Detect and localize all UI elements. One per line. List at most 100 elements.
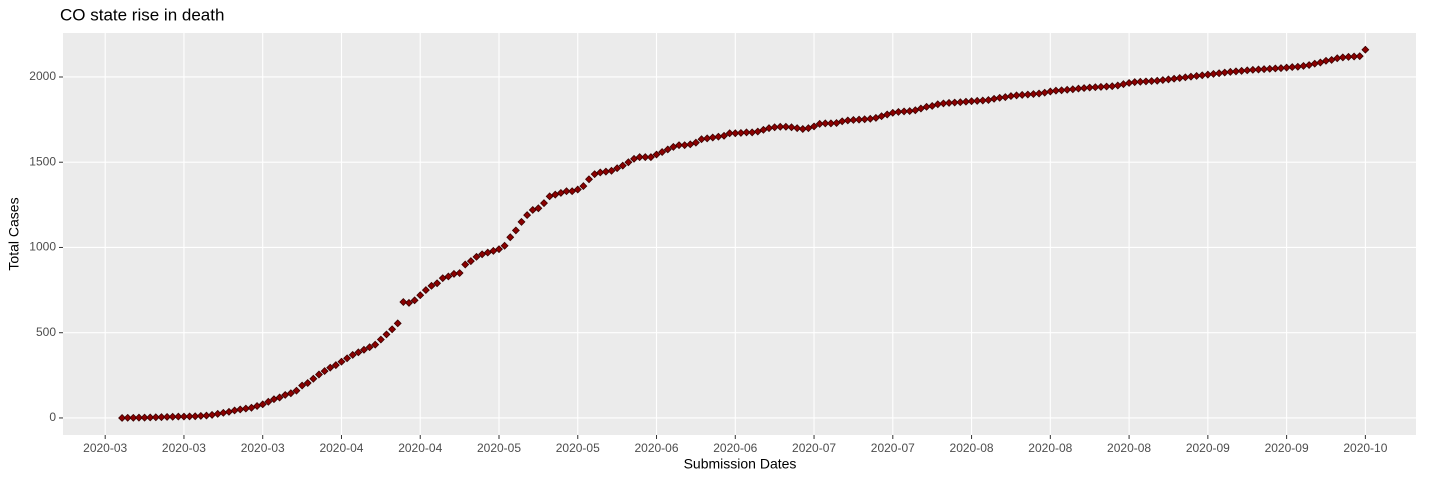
point xyxy=(410,296,419,305)
point xyxy=(382,330,391,339)
point xyxy=(315,370,323,379)
x-tick-label: 2020-07 xyxy=(871,441,915,455)
point xyxy=(1051,86,1060,95)
point xyxy=(1344,52,1353,61)
x-tick-label: 2020-06 xyxy=(713,441,757,455)
point xyxy=(1355,52,1364,61)
point xyxy=(1361,45,1370,54)
point xyxy=(444,272,453,281)
point xyxy=(348,350,357,359)
point xyxy=(343,354,352,363)
x-tick-label: 2020-07 xyxy=(792,441,836,455)
point xyxy=(1237,66,1246,75)
point xyxy=(736,128,745,137)
point xyxy=(472,252,481,261)
y-tick-label: 1500 xyxy=(29,154,56,168)
x-tick-label: 2020-05 xyxy=(556,441,600,455)
point xyxy=(821,119,830,128)
point xyxy=(466,257,475,266)
point xyxy=(618,161,627,170)
point xyxy=(742,128,751,137)
point xyxy=(376,335,385,344)
point xyxy=(140,413,149,422)
point xyxy=(675,141,683,150)
panel xyxy=(63,33,1416,435)
point xyxy=(500,241,509,250)
point xyxy=(1141,77,1150,86)
point xyxy=(1018,90,1027,99)
point xyxy=(826,119,835,128)
point xyxy=(1277,64,1285,73)
point xyxy=(151,413,160,422)
chart-title: CO state rise in death xyxy=(60,5,224,24)
point xyxy=(624,158,633,167)
point xyxy=(163,412,172,421)
point xyxy=(1023,90,1032,99)
point xyxy=(781,122,790,131)
x-tick-label: 2020-03 xyxy=(162,441,206,455)
point xyxy=(770,123,779,132)
point xyxy=(1096,82,1105,91)
point xyxy=(523,211,532,220)
point xyxy=(427,281,436,290)
point xyxy=(416,291,425,300)
point xyxy=(326,363,335,372)
point xyxy=(388,325,397,334)
point xyxy=(731,129,740,138)
point xyxy=(658,148,667,156)
point xyxy=(1085,83,1094,92)
point xyxy=(652,150,661,159)
point xyxy=(725,129,734,138)
point xyxy=(286,389,295,398)
point xyxy=(1232,67,1240,76)
point xyxy=(1063,85,1072,94)
point xyxy=(174,412,183,421)
point xyxy=(1029,90,1038,98)
point xyxy=(720,131,728,140)
x-tick-label: 2020-10 xyxy=(1343,441,1387,455)
point xyxy=(168,412,177,421)
point xyxy=(950,98,959,107)
y-tick-label: 500 xyxy=(36,325,56,339)
point xyxy=(1012,91,1021,100)
x-tick-label: 2020-06 xyxy=(634,441,678,455)
y-tick-label: 2000 xyxy=(29,69,56,83)
point xyxy=(534,204,543,213)
point xyxy=(579,182,588,191)
x-tick-label: 2020-04 xyxy=(319,441,363,455)
point xyxy=(354,348,363,357)
point xyxy=(613,164,622,173)
point xyxy=(337,357,346,366)
point xyxy=(900,107,909,116)
point xyxy=(179,412,188,421)
point xyxy=(258,400,267,409)
point xyxy=(1288,63,1297,72)
point xyxy=(421,286,430,295)
x-axis-label: Submission Dates xyxy=(684,456,797,472)
point xyxy=(956,98,965,107)
point xyxy=(196,411,205,420)
x-tick-label: 2020-05 xyxy=(477,441,521,455)
x-tick-label: 2020-09 xyxy=(1265,441,1309,455)
point xyxy=(264,397,273,406)
point xyxy=(562,187,571,196)
point xyxy=(1147,77,1156,86)
point xyxy=(1271,64,1280,73)
point xyxy=(393,319,402,328)
point xyxy=(517,217,526,226)
point xyxy=(573,185,582,194)
point xyxy=(134,413,143,422)
y-tick-label: 0 xyxy=(49,410,56,424)
point xyxy=(540,199,548,208)
point xyxy=(123,413,132,422)
x-tick-label: 2020-09 xyxy=(1186,441,1230,455)
point xyxy=(495,245,503,254)
point xyxy=(843,116,852,125)
point xyxy=(815,119,824,128)
x-tick-label: 2020-03 xyxy=(241,441,285,455)
point xyxy=(961,97,970,106)
point xyxy=(511,226,520,235)
point xyxy=(939,99,948,108)
point xyxy=(1102,82,1111,91)
